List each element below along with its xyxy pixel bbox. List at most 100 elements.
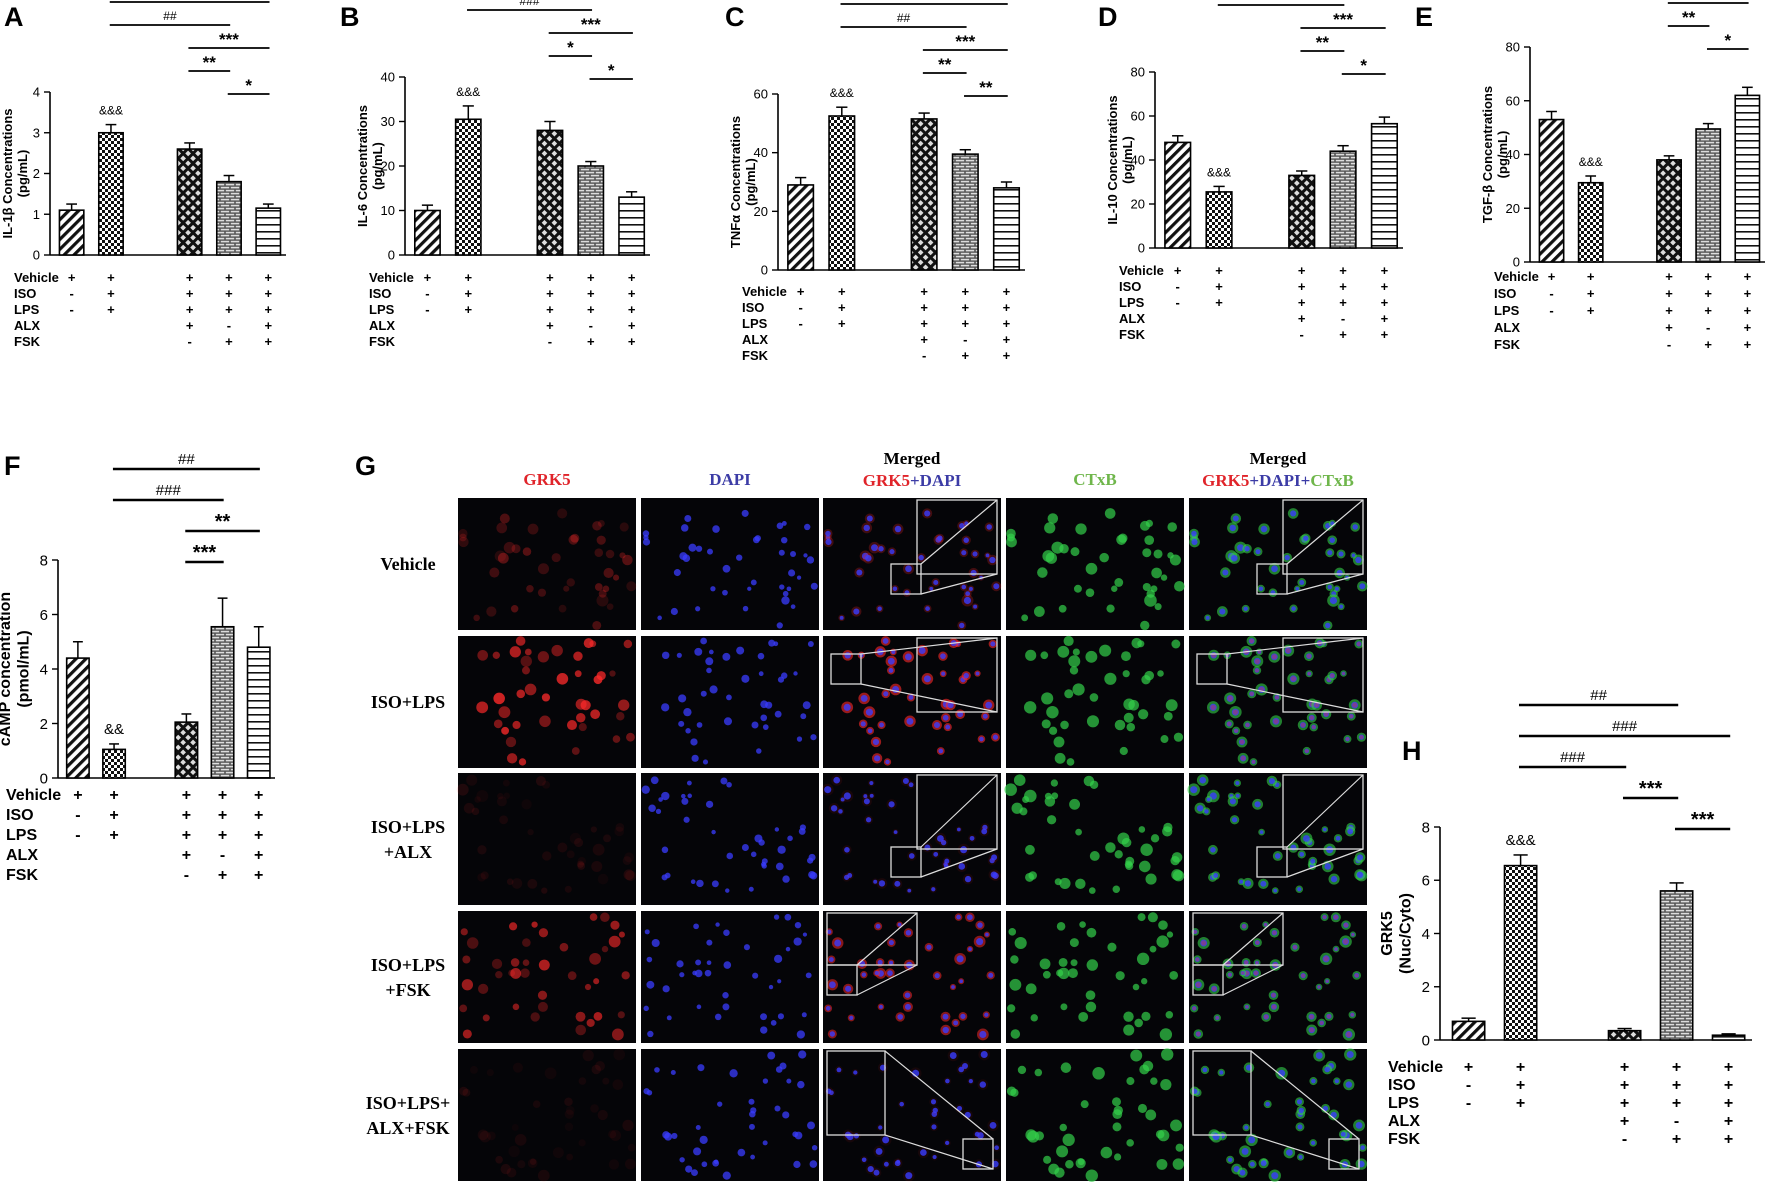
grk5-cell <box>612 735 621 743</box>
dapi-nucleus <box>647 1030 654 1038</box>
grk5-cell <box>1285 648 1291 654</box>
ctxb-cell <box>1126 1077 1135 1086</box>
dapi-nucleus <box>865 708 873 716</box>
comparison-label: ** <box>1316 33 1330 52</box>
treatment-label: ALX <box>1388 1113 1420 1130</box>
dapi-nucleus <box>1255 960 1260 965</box>
grk5-cell <box>592 620 602 630</box>
dapi-nucleus <box>1298 1107 1304 1114</box>
ctxb-cell <box>1059 877 1071 890</box>
grk5-cell <box>563 585 570 592</box>
dapi-nucleus <box>712 525 720 533</box>
chart-e: E 0 20 40 60 80 TGF-β Concentrations(pg/mL) &&&… <box>1415 0 1765 352</box>
dapi-nucleus <box>888 668 894 673</box>
grk5-cell <box>626 732 635 742</box>
bar-annotation: && <box>104 721 124 738</box>
grk5-cell <box>551 553 561 563</box>
dapi-nucleus <box>1271 1172 1279 1180</box>
treatment-sign: + <box>920 284 928 299</box>
grk5-cell <box>537 1001 548 1012</box>
dapi-nucleus <box>968 586 973 591</box>
dapi-nucleus <box>679 1157 685 1163</box>
dapi-nucleus <box>693 1147 702 1156</box>
grk5-cell <box>511 878 523 889</box>
dapi-nucleus <box>786 1078 792 1084</box>
dapi-nucleus <box>781 596 790 605</box>
dapi-nucleus <box>930 1099 937 1105</box>
comparison-label: *** <box>1691 809 1715 831</box>
grk5-cell <box>1245 1005 1249 1009</box>
bar <box>577 165 605 256</box>
grk5-cell <box>1193 930 1197 934</box>
dapi-nucleus <box>1232 515 1239 522</box>
dapi-nucleus <box>979 1081 987 1088</box>
dapi-nucleus <box>710 586 716 592</box>
y-axis-label: cAMP concentration(pmol/mL) <box>0 592 32 746</box>
dapi-nucleus <box>776 622 783 629</box>
dapi-nucleus <box>1324 863 1332 870</box>
ctxb-cell <box>1142 582 1151 592</box>
ctxb-cell <box>1118 533 1128 543</box>
ctxb-cell <box>1150 1077 1158 1085</box>
dapi-nucleus <box>846 1133 854 1141</box>
dapi-nucleus <box>985 553 990 558</box>
bar <box>1695 128 1722 263</box>
ctxb-cell <box>1121 651 1131 662</box>
dapi-nucleus <box>1308 1013 1315 1020</box>
comparison-label: ### <box>1271 0 1291 3</box>
ctxb-cell <box>1111 1097 1121 1107</box>
micrograph-background <box>641 498 819 630</box>
grk5-cell <box>590 709 601 720</box>
bar <box>1164 141 1192 249</box>
dapi-nucleus <box>808 870 816 879</box>
dapi-nucleus <box>1244 880 1252 887</box>
dapi-nucleus <box>1244 546 1250 552</box>
dapi-nucleus <box>968 947 972 952</box>
dapi-nucleus <box>691 754 699 762</box>
ctxb-cell <box>1068 968 1078 979</box>
treatment-sign: + <box>1339 295 1347 310</box>
row-label: ISO+LPS <box>371 692 445 712</box>
dapi-nucleus <box>961 584 967 590</box>
y-tick-label: 2 <box>1422 979 1430 996</box>
grk5-cell <box>531 921 538 928</box>
bar-annotation: &&& <box>1207 165 1231 179</box>
grk5-cell <box>530 1012 540 1022</box>
grk5-cell <box>601 945 609 953</box>
treatment-label: FSK <box>1494 337 1521 352</box>
column-header-part: DAPI <box>709 470 751 489</box>
treatment-sign: + <box>218 807 227 824</box>
y-axis-label-line: (Nuc/Cyto) <box>1397 893 1414 974</box>
treatment-sign: - <box>69 286 73 301</box>
inset-marker <box>1196 653 1228 685</box>
dapi-nucleus <box>646 956 653 963</box>
grk5-cell <box>456 783 469 796</box>
treatment-label: LPS <box>14 302 40 317</box>
dapi-nucleus <box>860 721 866 727</box>
grk5-cell <box>576 713 586 723</box>
grk5-cell <box>1245 723 1250 727</box>
grk5-cell <box>502 779 510 787</box>
dapi-nucleus <box>863 798 870 805</box>
y-tick-label: 20 <box>1506 201 1520 216</box>
treatment-label: ALX <box>14 318 40 333</box>
y-axis-label-line: cAMP concentration <box>0 592 14 746</box>
grk5-cell <box>499 815 509 825</box>
ctxb-cell <box>1123 1024 1135 1036</box>
dapi-nucleus <box>963 537 969 543</box>
dapi-nucleus <box>1310 858 1316 864</box>
treatment-sign: + <box>962 348 970 363</box>
treatment-label: Vehicle <box>369 270 414 285</box>
dapi-nucleus <box>697 1064 705 1072</box>
ctxb-cell <box>1042 970 1051 979</box>
grk5-cell <box>1346 1031 1352 1038</box>
dapi-nucleus <box>979 736 984 742</box>
dapi-nucleus <box>779 584 785 590</box>
dapi-nucleus <box>897 922 902 927</box>
ctxb-cell <box>1030 1014 1038 1022</box>
dapi-nucleus <box>810 582 818 590</box>
treatment-label: FSK <box>6 867 38 884</box>
ctxb-cell <box>1165 1011 1174 1019</box>
dapi-nucleus <box>1351 932 1355 937</box>
ctxb-cell <box>1166 931 1174 938</box>
